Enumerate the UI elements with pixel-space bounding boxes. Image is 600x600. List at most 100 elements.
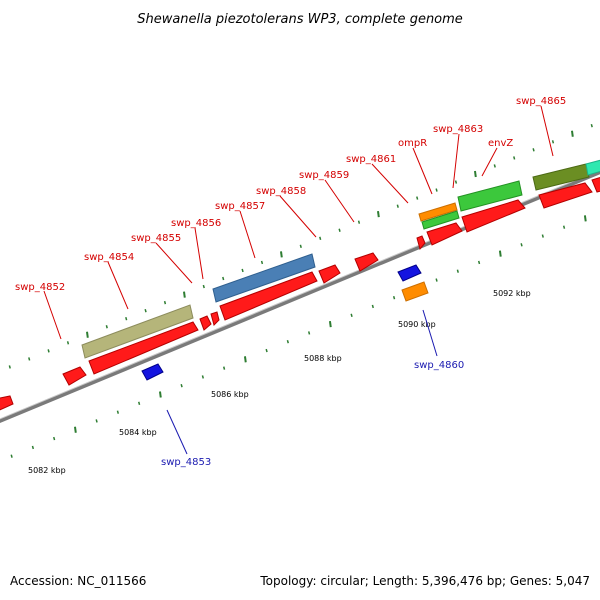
gene-label-ompR[interactable]: ompR	[398, 138, 427, 149]
gene-label-swp-4860[interactable]: swp_4860	[414, 360, 464, 371]
tick-mark	[10, 454, 13, 458]
tick-mark	[299, 244, 302, 249]
tick-mark	[241, 268, 244, 273]
cds-arrow-ompR[interactable]	[426, 222, 463, 246]
tick-mark	[376, 211, 380, 218]
leader-line-swp-4854	[107, 261, 129, 310]
tick-mark	[138, 401, 141, 406]
cds-arrow-envZ[interactable]	[461, 199, 526, 233]
scale-label-5082: 5082 kbp	[28, 466, 66, 475]
cds-arrow-swp-4859[interactable]	[354, 252, 379, 272]
leader-line-swp-4852	[43, 290, 62, 340]
gene-label-envZ[interactable]: envZ	[488, 138, 513, 149]
cog-bar-ompR[interactable]	[418, 202, 458, 222]
tick-mark	[180, 384, 183, 388]
tick-mark	[202, 284, 205, 289]
tick-mark	[498, 250, 502, 257]
leader-line-swp-4858	[279, 195, 317, 238]
cog-bar-swp-4854[interactable]	[81, 304, 194, 359]
cog-bar-swp-4865[interactable]	[532, 163, 590, 191]
gene-leader-lines	[43, 105, 554, 455]
tick-mark	[86, 331, 89, 338]
cog-bar-swp-4866[interactable]	[585, 159, 600, 176]
gene-label-swp-4863[interactable]: swp_4863	[433, 124, 483, 135]
tick-mark	[66, 341, 70, 345]
cds-arrow-swp-4852[interactable]	[62, 366, 87, 386]
leader-line-swp-4855	[155, 242, 193, 284]
cds-arrow-left-edge[interactable]	[0, 395, 14, 412]
scale-label-5084: 5084 kbp	[119, 428, 157, 437]
gene-label-swp-4856[interactable]: swp_4856	[171, 218, 221, 229]
tick-mark	[416, 196, 419, 200]
leader-line-swp-4859	[324, 179, 355, 223]
tick-mark	[158, 391, 162, 398]
tick-mark	[328, 320, 332, 328]
cds-arrow-swp-4856[interactable]	[210, 311, 220, 326]
cog-bar-swp-4863[interactable]	[421, 210, 460, 230]
cds-arrow-swp-4861[interactable]	[416, 235, 426, 251]
cds-arrow-swp-4855[interactable]	[199, 315, 212, 331]
tick-mark	[435, 188, 438, 192]
leader-line-swp-4861	[371, 163, 409, 204]
cds-arrow-swp-4860[interactable]	[397, 264, 422, 282]
tick-mark	[435, 278, 438, 282]
leader-line-swp-4857	[239, 210, 256, 259]
tick-mark	[520, 243, 523, 247]
leader-line-swp-4865	[540, 105, 554, 157]
cds-arrow-swp-4865[interactable]	[538, 182, 593, 209]
scale-label-5092: 5092 kbp	[493, 289, 531, 298]
tick-mark	[583, 215, 587, 222]
cds-arrow-swp-4853[interactable]	[141, 363, 164, 381]
gene-label-swp-4861[interactable]: swp_4861	[346, 154, 396, 165]
leader-line-swp-4853	[166, 409, 188, 455]
leader-line-ompR	[412, 147, 433, 195]
tick-mark	[454, 180, 458, 184]
scale-label-5090: 5090 kbp	[398, 320, 436, 329]
cds-arrow-swp-4857[interactable]	[219, 271, 318, 321]
leader-line-envZ	[481, 147, 498, 177]
tick-mark	[31, 445, 35, 450]
tick-mark	[201, 375, 204, 379]
gene-label-swp-4859[interactable]: swp_4859	[299, 170, 349, 181]
gene-label-swp-4855[interactable]: swp_4855	[131, 233, 181, 244]
genome-summary-text: Topology: circular; Length: 5,396,476 bp…	[259, 574, 590, 588]
tick-mark	[532, 148, 535, 152]
tick-mark	[105, 325, 108, 329]
tick-mark	[144, 308, 147, 313]
tick-mark	[357, 220, 361, 224]
cds-arrow-swp-4866[interactable]	[591, 176, 600, 193]
gene-label-swp-4858[interactable]: swp_4858	[256, 186, 306, 197]
gene-label-swp-4853[interactable]: swp_4853	[161, 457, 211, 468]
gene-label-swp-4854[interactable]: swp_4854	[84, 252, 134, 263]
tick-mark	[125, 317, 128, 321]
tick-mark	[590, 124, 593, 128]
gene-label-swp-4865[interactable]: swp_4865	[516, 96, 566, 107]
tick-mark	[541, 234, 544, 238]
tick-mark	[243, 356, 247, 363]
gene-label-swp-4852[interactable]: swp_4852	[15, 282, 65, 293]
cog-bar-swp-4860[interactable]	[401, 281, 429, 302]
tick-mark	[47, 349, 50, 353]
cds-arrow-swp-4858[interactable]	[318, 264, 341, 284]
tick-mark	[307, 331, 311, 335]
tick-mark	[265, 348, 268, 353]
tick-mark	[279, 251, 283, 258]
tick-mark	[319, 236, 322, 240]
tick-mark	[28, 357, 31, 361]
leader-line-swp-4863	[452, 133, 460, 189]
tick-mark	[473, 170, 477, 178]
cog-bar-swp-4857[interactable]	[212, 253, 316, 303]
tick-mark	[222, 276, 225, 281]
cds-arrow-swp-4854[interactable]	[88, 321, 199, 375]
tick-mark	[116, 410, 120, 414]
leader-line-swp-4860	[422, 309, 438, 357]
cog-bar-envZ[interactable]	[457, 180, 523, 212]
tick-mark	[570, 130, 574, 137]
tick-mark	[260, 260, 264, 265]
tick-mark	[477, 260, 481, 265]
gene-label-swp-4857[interactable]: swp_4857	[215, 201, 265, 212]
tick-mark	[222, 366, 226, 370]
genome-title: Shewanella piezotolerans WP3, complete g…	[137, 12, 463, 27]
scale-label-5088: 5088 kbp	[304, 354, 342, 363]
